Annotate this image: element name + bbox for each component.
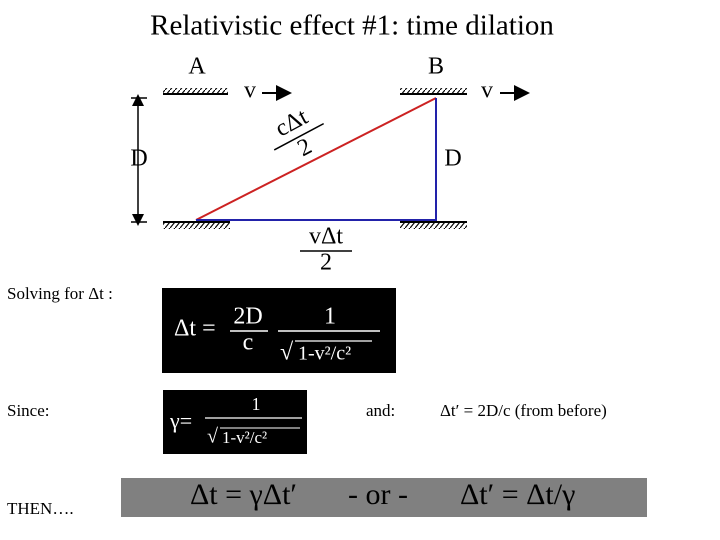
- platform: [163, 88, 228, 94]
- label: THEN….: [7, 499, 74, 518]
- label: D: [444, 146, 461, 172]
- platform: [400, 223, 467, 229]
- triangle-sides: [196, 98, 437, 221]
- label: v: [244, 78, 256, 104]
- label: and:: [366, 401, 395, 420]
- label: A: [188, 54, 206, 80]
- platform: [163, 223, 230, 229]
- equation-text: √: [207, 426, 218, 448]
- equation-text: 1: [252, 394, 261, 414]
- equation-text: Δt′ = Δt/γ: [460, 478, 575, 511]
- fraction-bar: [273, 122, 325, 151]
- light-path: [195, 97, 437, 221]
- fraction-num: vΔt: [309, 224, 343, 250]
- label: v: [481, 78, 493, 104]
- equation-box: Δt = 2D c 1 √ 1-v²/c²: [162, 288, 396, 373]
- diagram: A B v v D D cΔt 2 vΔt 2: [130, 54, 530, 276]
- equation-text: - or -: [348, 478, 408, 511]
- equation-text: γ=: [169, 408, 192, 433]
- equation-text: Δt = γΔt′: [190, 478, 297, 511]
- equation-box: γ= 1 √ 1-v²/c²: [163, 390, 307, 454]
- equation-text: 2D: [233, 304, 262, 330]
- label: D: [130, 146, 147, 172]
- platform: [400, 88, 467, 94]
- title: Relativistic effect #1: time dilation: [150, 10, 554, 42]
- equation-text: 1-v²/c²: [298, 343, 351, 365]
- label: Δt′ = 2D/c (from before): [440, 401, 607, 420]
- label: B: [428, 54, 444, 80]
- fraction-num: cΔt: [271, 104, 312, 143]
- result-bar: Δt = γΔt′ - or - Δt′ = Δt/γ: [121, 478, 647, 517]
- equation-text: 1-v²/c²: [222, 428, 267, 447]
- label: Since:: [7, 401, 50, 420]
- equation-text: Δt =: [174, 316, 216, 342]
- fraction-den: 2: [320, 250, 332, 276]
- fraction-den: 2: [293, 134, 316, 163]
- equation-text: 1: [324, 304, 336, 330]
- equation-text: √: [280, 340, 294, 366]
- equation-text: c: [243, 330, 254, 356]
- label: Solving for Δt :: [7, 284, 113, 303]
